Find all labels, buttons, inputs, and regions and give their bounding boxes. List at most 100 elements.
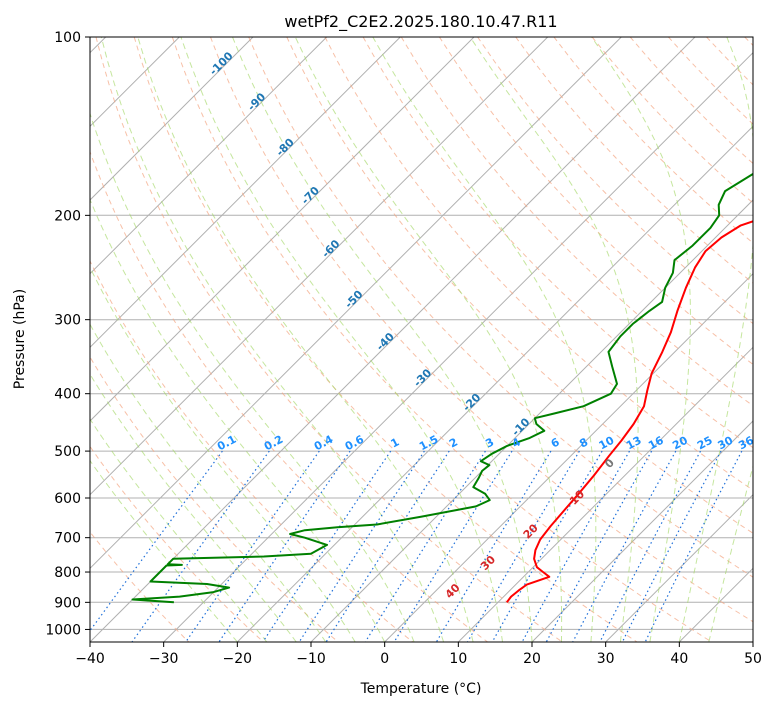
mixing-ratio-label: 0.6 xyxy=(343,433,367,454)
isotherm-line xyxy=(310,199,753,642)
x-tick-label: −40 xyxy=(75,651,105,667)
dry-adiabat-line xyxy=(90,150,488,642)
dry-adiabat-label: -50 xyxy=(342,288,365,311)
isotherm-line xyxy=(678,567,753,642)
mixing-ratio-label: 6 xyxy=(549,435,562,450)
mixing-ratio-line xyxy=(621,450,722,642)
mixing-ratio-label: 30 xyxy=(716,434,736,453)
dry-adiabat-line xyxy=(90,445,264,642)
temperature-line xyxy=(506,220,753,603)
isotherm-line xyxy=(236,125,753,642)
mixing-ratio-label: 10 xyxy=(597,434,617,453)
chart-title: wetPf2_C2E2.2025.180.10.47.R11 xyxy=(284,12,557,32)
mixing-ratio-line xyxy=(364,450,486,642)
mixing-ratio-line xyxy=(218,450,351,642)
y-tick-label: 400 xyxy=(54,387,81,403)
x-tick-label: −30 xyxy=(149,651,179,667)
dry-adiabat-label: -40 xyxy=(374,330,397,353)
mixing-ratio-label: 0.1 xyxy=(215,433,238,454)
moist-adiabat-line xyxy=(90,459,238,642)
x-tick-label: −10 xyxy=(296,651,326,667)
mixing-ratio-label: 20 xyxy=(670,434,690,453)
dry-adiabat-label: -80 xyxy=(274,135,297,158)
mixing-ratio-line xyxy=(599,450,702,642)
moist-adiabat-label: 30 xyxy=(478,553,498,573)
mixing-ratio-label: 0.4 xyxy=(312,433,336,454)
y-tick-label: 700 xyxy=(54,531,81,547)
moist-adiabat-label: 20 xyxy=(521,521,541,541)
plot-series xyxy=(131,172,753,604)
mixing-ratio-line xyxy=(521,450,631,642)
moist-adiabat-line xyxy=(372,37,597,642)
x-tick-label: 0 xyxy=(380,651,389,667)
mixing-ratio-line xyxy=(644,450,743,642)
moist-adiabat-line xyxy=(294,37,563,642)
dry-adiabat-line xyxy=(95,37,563,642)
dry-adiabat-line xyxy=(362,37,753,449)
mixing-ratio-label: 25 xyxy=(695,434,715,453)
moist-adiabat-line xyxy=(678,37,753,642)
moist-adiabat-label: 0 xyxy=(602,456,617,471)
dry-adiabat-line xyxy=(553,37,753,244)
mixing-ratio-line xyxy=(325,450,450,642)
dry-adiabat-label: -70 xyxy=(299,184,322,207)
dry-adiabat-line xyxy=(133,37,638,642)
moist-adiabat-line xyxy=(90,418,268,642)
dry-adiabat-line xyxy=(90,356,339,642)
mixing-ratio-line xyxy=(545,450,653,642)
mixing-ratio-line xyxy=(90,450,223,632)
isotherm-line xyxy=(90,37,475,422)
x-tick-label: 20 xyxy=(523,651,541,667)
x-tick-label: 10 xyxy=(449,651,467,667)
moist-adiabat-line xyxy=(232,37,533,642)
isotherm-line xyxy=(90,37,622,570)
mixing-ratio-label: 1.5 xyxy=(417,433,440,454)
dry-adiabat-line xyxy=(591,37,753,204)
moist-adiabat-line xyxy=(90,323,327,642)
dry-adiabat-line xyxy=(668,37,753,125)
x-tick-label: 50 xyxy=(744,651,762,667)
isotherm-line xyxy=(90,37,254,201)
dry-adiabat-line xyxy=(744,37,753,47)
y-tick-label: 900 xyxy=(54,595,81,611)
moist-adiabat-line xyxy=(708,464,753,642)
x-tick-label: −20 xyxy=(223,651,253,667)
mixing-ratio-line xyxy=(298,450,425,642)
isotherm-line xyxy=(90,37,549,496)
dry-adiabat-label: -10 xyxy=(509,415,532,438)
isotherm-line xyxy=(457,346,753,642)
moist-adiabat-line xyxy=(137,37,474,642)
isotherm-line xyxy=(90,37,401,349)
mixing-ratio-line xyxy=(466,450,580,642)
x-tick-label: 30 xyxy=(597,651,615,667)
y-tick-label: 300 xyxy=(54,313,81,329)
x-axis: −40 −30 −20 −10 0 10 20 30 40 50 xyxy=(75,642,762,667)
y-tick-label: 1000 xyxy=(45,622,81,638)
y-axis: 100 200 300 400 500 600 700 800 900 1000 xyxy=(45,30,90,638)
moist-adiabat-line xyxy=(90,373,297,642)
mixing-ratio-label: 2 xyxy=(447,435,460,450)
moist-adiabat-line xyxy=(180,37,503,642)
mixing-ratio-line xyxy=(572,450,677,642)
x-axis-title: Temperature (°C) xyxy=(360,681,482,697)
moist-adiabat-line xyxy=(90,198,386,642)
dry-adiabat-label: -60 xyxy=(319,237,342,260)
dry-adiabat-label: -100 xyxy=(207,49,236,78)
plot-frame xyxy=(89,36,754,643)
y-tick-label: 500 xyxy=(54,444,81,460)
mixing-ratio-line xyxy=(435,450,552,642)
dewpoint-line xyxy=(131,172,753,604)
x-tick-label: 40 xyxy=(670,651,688,667)
mixing-ratio-label: 1 xyxy=(389,435,402,450)
dry-adiabat-line xyxy=(90,531,190,642)
y-tick-label: 200 xyxy=(54,208,81,224)
isotherm-line xyxy=(163,51,753,642)
moist-adiabat-line xyxy=(90,266,356,642)
plot-background-lines xyxy=(90,37,753,642)
mixing-ratio-label: 13 xyxy=(624,434,644,453)
isotherm-line xyxy=(90,37,328,275)
y-tick-label: 600 xyxy=(54,491,81,507)
isotherm-line xyxy=(90,37,696,642)
dry-adiabat-line xyxy=(210,37,753,623)
moist-adiabat-line xyxy=(90,111,415,642)
